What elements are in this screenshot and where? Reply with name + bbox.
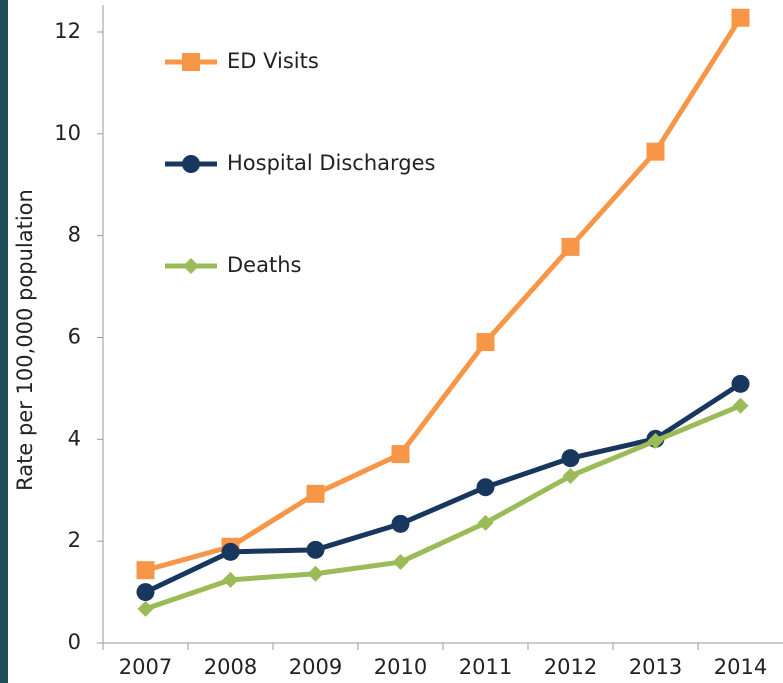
x-tick-label: 2008 (204, 655, 257, 679)
data-point (222, 571, 239, 588)
y-tick-label: 8 (68, 223, 81, 247)
data-point (306, 484, 325, 503)
y-tick-label: 12 (54, 19, 81, 43)
series-line (144, 403, 742, 612)
data-point (561, 237, 580, 256)
x-tick-label: 2010 (374, 655, 427, 679)
y-tick-label: 2 (68, 528, 81, 552)
data-point (306, 540, 325, 559)
data-point (221, 542, 240, 561)
y-tick-label: 10 (54, 121, 81, 145)
y-tick-label: 0 (68, 630, 81, 654)
data-point (476, 478, 495, 497)
data-point (731, 374, 750, 393)
x-tick-label: 2012 (544, 655, 597, 679)
data-point (137, 600, 154, 617)
series-line (144, 381, 742, 595)
data-point (307, 565, 324, 582)
data-point (391, 445, 410, 464)
x-tick-label: 2011 (459, 655, 512, 679)
x-tick-label: 2014 (714, 655, 767, 679)
data-point (562, 467, 579, 484)
legend-label: Deaths (227, 253, 301, 277)
data-point (647, 432, 664, 449)
legend-marker (182, 53, 200, 71)
data-point (476, 333, 495, 352)
data-point (731, 8, 750, 27)
y-tick-label: 4 (68, 426, 81, 450)
side-strip (0, 0, 8, 683)
y-tick-label: 6 (68, 325, 81, 349)
data-point (646, 142, 665, 161)
data-point (136, 583, 155, 602)
x-tick-label: 2007 (119, 655, 172, 679)
legend-label: ED Visits (227, 49, 319, 73)
legend-label: Hospital Discharges (227, 151, 435, 175)
x-tick-label: 2009 (289, 655, 342, 679)
data-point (391, 514, 410, 533)
data-point (732, 397, 749, 414)
legend-marker (183, 258, 199, 274)
x-tick-label: 2013 (629, 655, 682, 679)
legend-marker (182, 155, 200, 173)
series-line (144, 16, 743, 573)
data-point (392, 554, 409, 571)
y-axis-label: Rate per 100,000 population (13, 189, 37, 491)
data-point (477, 514, 494, 531)
data-point (136, 561, 155, 580)
data-point (561, 449, 580, 468)
